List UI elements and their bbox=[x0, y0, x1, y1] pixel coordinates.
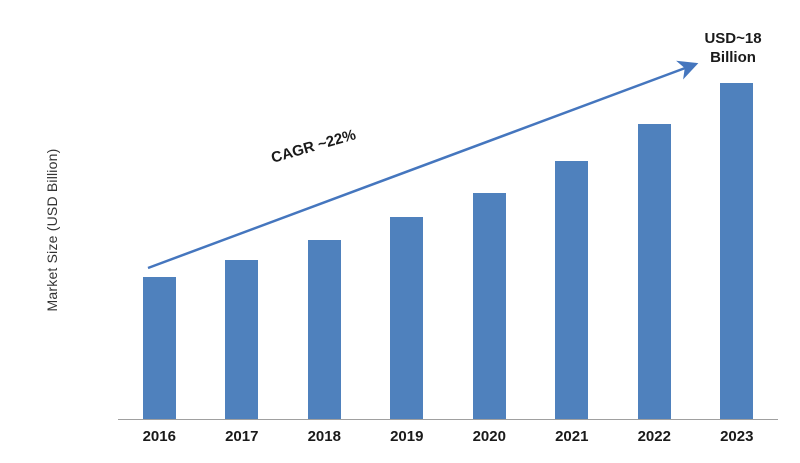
bar-column bbox=[448, 19, 531, 419]
end-value-line2: Billion bbox=[710, 48, 756, 66]
x-tick-label: 2020 bbox=[472, 428, 506, 445]
x-tick-label: 2016 bbox=[142, 428, 176, 445]
bar-2018 bbox=[307, 240, 341, 419]
x-tick-label: 2023 bbox=[720, 428, 754, 445]
bar-column bbox=[201, 19, 284, 419]
bar-2022 bbox=[637, 124, 671, 419]
bar-column bbox=[118, 19, 201, 419]
bar-2016 bbox=[142, 277, 176, 419]
bar-column bbox=[366, 19, 449, 419]
bar-2020 bbox=[472, 193, 506, 419]
bar-2019 bbox=[390, 217, 424, 419]
end-value-line1: USD~18 bbox=[704, 30, 762, 47]
bar-column bbox=[613, 19, 696, 419]
x-tick-label: 2022 bbox=[637, 428, 671, 445]
bar-column bbox=[531, 19, 614, 419]
bars-container bbox=[118, 19, 778, 419]
x-axis-labels: 2016 2017 2018 2019 2020 2021 2022 2023 bbox=[118, 428, 778, 445]
x-tick-label: 2019 bbox=[390, 428, 424, 445]
plot-area: CAGR ~22% USD~18 Billion bbox=[118, 20, 778, 420]
trend-arrow-line bbox=[147, 60, 699, 270]
bar-column bbox=[283, 19, 366, 419]
bar-2023 bbox=[720, 83, 754, 419]
bar-column bbox=[696, 19, 779, 419]
x-tick-label: 2017 bbox=[225, 428, 259, 445]
end-value-label: USD~18 Billion bbox=[678, 30, 788, 68]
trend-arrow bbox=[147, 60, 699, 270]
y-axis-label: Market Size (USD Billion) bbox=[44, 148, 60, 312]
x-tick-label: 2018 bbox=[307, 428, 341, 445]
x-tick-label: 2021 bbox=[555, 428, 589, 445]
bar-2017 bbox=[225, 260, 259, 419]
bar-2021 bbox=[555, 161, 589, 419]
